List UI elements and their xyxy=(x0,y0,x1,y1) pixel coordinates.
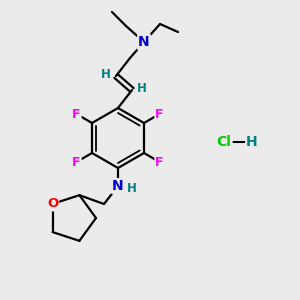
Text: F: F xyxy=(155,107,164,121)
Text: F: F xyxy=(72,155,81,169)
Text: N: N xyxy=(112,179,124,193)
Text: O: O xyxy=(47,197,58,210)
Text: N: N xyxy=(138,35,150,49)
Text: H: H xyxy=(246,135,258,149)
Text: H: H xyxy=(127,182,137,194)
Text: Cl: Cl xyxy=(217,135,231,149)
Text: H: H xyxy=(137,82,147,94)
Text: F: F xyxy=(72,107,81,121)
Text: H: H xyxy=(101,68,111,80)
Text: F: F xyxy=(155,155,164,169)
